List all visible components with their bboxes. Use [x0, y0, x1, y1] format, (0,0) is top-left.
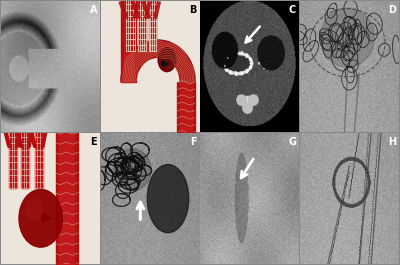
Text: C: C	[289, 5, 296, 15]
Text: H: H	[388, 137, 396, 147]
Polygon shape	[120, 40, 196, 82]
Circle shape	[158, 48, 176, 72]
Ellipse shape	[114, 149, 151, 191]
Text: G: G	[288, 137, 296, 147]
Circle shape	[19, 189, 62, 247]
Ellipse shape	[147, 165, 189, 233]
Text: F: F	[190, 137, 197, 147]
Text: E: E	[90, 137, 97, 147]
Ellipse shape	[320, 8, 374, 67]
Text: A: A	[90, 5, 97, 15]
Text: D: D	[388, 5, 396, 15]
Circle shape	[26, 198, 42, 220]
Text: B: B	[189, 5, 197, 15]
